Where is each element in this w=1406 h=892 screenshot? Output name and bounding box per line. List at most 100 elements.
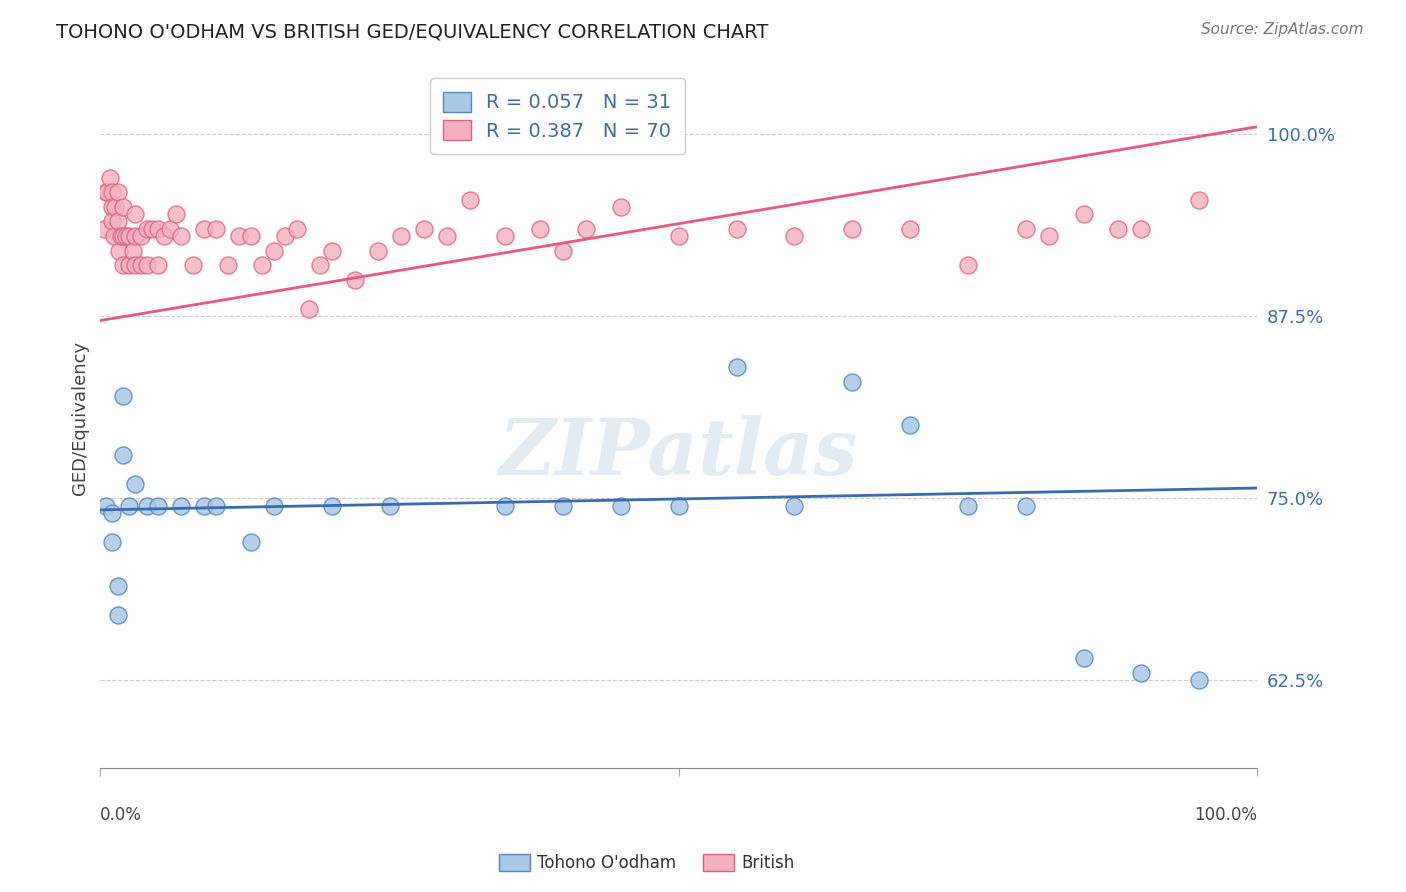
- Point: [112, 389, 135, 403]
- Point: [121, 244, 143, 258]
- Point: [228, 229, 250, 244]
- Point: [1188, 673, 1211, 688]
- Point: [725, 221, 748, 235]
- Point: [124, 258, 146, 272]
- Text: ZIPatlas: ZIPatlas: [499, 415, 859, 491]
- Point: [610, 200, 633, 214]
- Point: [94, 186, 117, 200]
- Point: [285, 221, 308, 235]
- Point: [898, 418, 921, 433]
- Point: [193, 499, 215, 513]
- Point: [101, 214, 124, 228]
- Point: [181, 258, 204, 272]
- Point: [107, 214, 129, 228]
- Point: [170, 499, 193, 513]
- Point: [1073, 651, 1095, 665]
- Point: [107, 607, 129, 622]
- Point: [101, 200, 124, 214]
- Y-axis label: GED/Equivalency: GED/Equivalency: [72, 341, 89, 495]
- Point: [159, 221, 181, 235]
- Point: [389, 229, 412, 244]
- Point: [112, 448, 135, 462]
- Point: [783, 499, 806, 513]
- Point: [93, 221, 115, 235]
- Point: [529, 221, 551, 235]
- Point: [413, 221, 436, 235]
- Point: [575, 221, 598, 235]
- Point: [1188, 193, 1211, 207]
- Point: [610, 499, 633, 513]
- Point: [1038, 229, 1060, 244]
- Point: [252, 258, 274, 272]
- Point: [378, 499, 401, 513]
- Text: British: British: [741, 854, 794, 871]
- Point: [956, 499, 979, 513]
- Point: [135, 499, 157, 513]
- Point: [112, 200, 135, 214]
- Point: [124, 229, 146, 244]
- Point: [494, 229, 516, 244]
- Point: [263, 244, 285, 258]
- Point: [124, 207, 146, 221]
- Point: [1015, 221, 1038, 235]
- Point: [436, 229, 458, 244]
- Legend: R = 0.057   N = 31, R = 0.387   N = 70: R = 0.057 N = 31, R = 0.387 N = 70: [430, 78, 685, 154]
- Point: [297, 301, 319, 316]
- Text: 100.0%: 100.0%: [1194, 806, 1257, 824]
- Point: [217, 258, 239, 272]
- Point: [274, 229, 297, 244]
- Point: [108, 244, 131, 258]
- Point: [141, 221, 163, 235]
- Point: [96, 186, 118, 200]
- Point: [101, 186, 124, 200]
- Point: [101, 506, 124, 520]
- Text: Source: ZipAtlas.com: Source: ZipAtlas.com: [1201, 22, 1364, 37]
- Point: [98, 170, 121, 185]
- Point: [107, 579, 129, 593]
- Point: [118, 258, 141, 272]
- Point: [104, 200, 127, 214]
- Point: [841, 221, 863, 235]
- Point: [956, 258, 979, 272]
- Text: 0.0%: 0.0%: [100, 806, 142, 824]
- Text: TOHONO O'ODHAM VS BRITISH GED/EQUIVALENCY CORRELATION CHART: TOHONO O'ODHAM VS BRITISH GED/EQUIVALENC…: [56, 22, 769, 41]
- Point: [1130, 221, 1153, 235]
- Point: [725, 360, 748, 375]
- Point: [783, 229, 806, 244]
- Point: [153, 229, 176, 244]
- Point: [107, 186, 129, 200]
- Point: [148, 258, 170, 272]
- Point: [205, 499, 228, 513]
- Point: [551, 244, 574, 258]
- Point: [668, 229, 690, 244]
- Point: [101, 535, 124, 549]
- Point: [118, 499, 141, 513]
- Point: [668, 499, 690, 513]
- Point: [170, 229, 193, 244]
- Point: [551, 499, 574, 513]
- Point: [110, 229, 132, 244]
- Point: [135, 258, 157, 272]
- Point: [112, 258, 135, 272]
- Point: [112, 229, 135, 244]
- Point: [321, 499, 343, 513]
- Point: [165, 207, 187, 221]
- Point: [129, 258, 152, 272]
- Point: [124, 476, 146, 491]
- Point: [239, 535, 262, 549]
- Text: Tohono O'odham: Tohono O'odham: [537, 854, 676, 871]
- Point: [263, 499, 285, 513]
- Point: [193, 221, 215, 235]
- Point: [321, 244, 343, 258]
- Point: [898, 221, 921, 235]
- Point: [135, 221, 157, 235]
- Point: [343, 273, 366, 287]
- Point: [1107, 221, 1129, 235]
- Point: [309, 258, 332, 272]
- Point: [129, 229, 152, 244]
- Point: [494, 499, 516, 513]
- Point: [114, 229, 136, 244]
- Point: [239, 229, 262, 244]
- Point: [460, 193, 482, 207]
- Point: [1073, 207, 1095, 221]
